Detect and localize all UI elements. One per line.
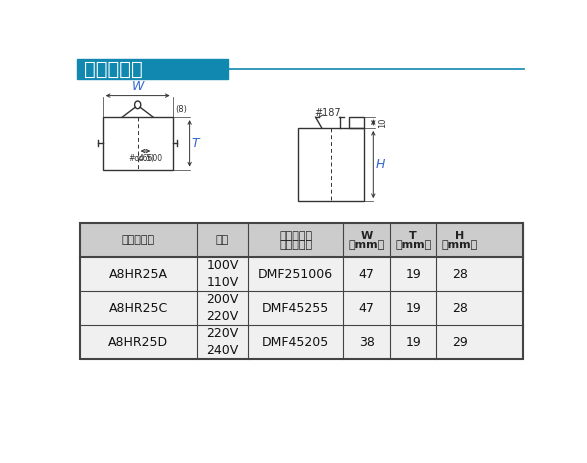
- Text: コンデンサ: コンデンサ: [84, 60, 143, 79]
- Text: 38: 38: [359, 336, 375, 349]
- Text: 10: 10: [378, 117, 387, 128]
- Bar: [298, 128, 364, 201]
- Text: H: H: [455, 231, 464, 241]
- Text: 47: 47: [359, 268, 375, 281]
- Text: DMF45255: DMF45255: [262, 301, 329, 315]
- Bar: [80, 224, 523, 359]
- Text: （mm）: （mm）: [349, 240, 384, 250]
- Bar: [80, 291, 523, 325]
- Bar: [103, 117, 173, 169]
- Text: コンデンサ: コンデンサ: [279, 231, 312, 241]
- Text: T: T: [409, 231, 417, 241]
- Text: T: T: [192, 137, 200, 150]
- Text: W: W: [131, 80, 144, 93]
- Text: DMF251006: DMF251006: [258, 268, 333, 281]
- Text: A8HR25C: A8HR25C: [109, 301, 168, 315]
- Bar: [77, 59, 228, 80]
- Text: 28: 28: [452, 268, 468, 281]
- Text: 19: 19: [405, 336, 421, 349]
- Text: DMF45205: DMF45205: [262, 336, 329, 349]
- Bar: [80, 325, 523, 359]
- Bar: [80, 224, 523, 257]
- Text: （mm）: （mm）: [441, 240, 478, 250]
- Text: (8): (8): [176, 105, 188, 114]
- Text: 47: 47: [359, 301, 375, 315]
- Text: #187: #187: [314, 107, 340, 118]
- Text: 28: 28: [452, 301, 468, 315]
- Text: （付属品）: （付属品）: [279, 240, 312, 250]
- Text: (4.5): (4.5): [136, 154, 154, 163]
- Text: 19: 19: [405, 301, 421, 315]
- Text: A8HR25A: A8HR25A: [109, 268, 168, 281]
- Text: 220V
240V: 220V 240V: [207, 327, 239, 357]
- Text: 200V
220V: 200V 220V: [207, 293, 239, 323]
- Text: （mm）: （mm）: [395, 240, 431, 250]
- Text: 電圧: 電圧: [216, 235, 229, 245]
- Text: 29: 29: [452, 336, 468, 349]
- Text: 100V
110V: 100V 110V: [207, 259, 239, 289]
- Bar: [349, 117, 364, 128]
- Bar: [80, 257, 523, 291]
- Text: モータ形式: モータ形式: [122, 235, 155, 245]
- Text: 19: 19: [405, 268, 421, 281]
- Text: W: W: [360, 231, 373, 241]
- Text: H: H: [376, 158, 385, 171]
- Text: A8HR25D: A8HR25D: [108, 336, 168, 349]
- Text: #cc6600: #cc6600: [129, 154, 163, 163]
